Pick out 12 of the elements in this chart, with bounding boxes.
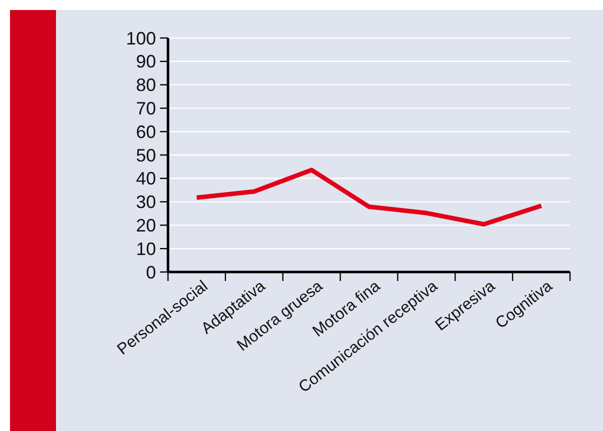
y-tick-label: 60 (136, 122, 156, 142)
y-tick-label: 40 (136, 168, 156, 189)
y-tick-label: 90 (136, 52, 156, 72)
y-tick-label: 0 (146, 262, 156, 282)
y-tick-label: 50 (136, 145, 156, 166)
y-tick-label: 20 (136, 216, 156, 236)
y-tick-label: 70 (136, 98, 156, 118)
line-series (194, 168, 544, 227)
y-tick-label: 100 (126, 28, 156, 48)
y-tick-label: 80 (136, 75, 156, 96)
y-tick-label: 30 (136, 192, 156, 212)
y-tick-label: 10 (136, 238, 156, 259)
